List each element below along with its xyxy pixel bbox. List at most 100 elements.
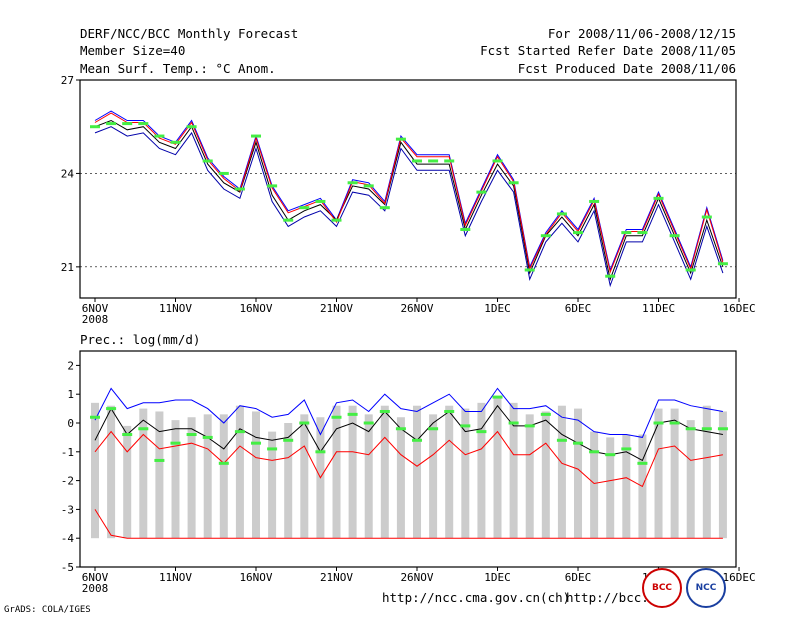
obs-marker: [412, 159, 423, 163]
obs-marker: [556, 438, 567, 442]
series-line-min: [94, 126, 724, 288]
obs-marker: [685, 427, 696, 431]
obs-marker: [90, 415, 100, 419]
series-line-ensemble-mean: [94, 404, 723, 462]
y-tick-label: 0: [67, 417, 74, 430]
obs-marker: [90, 125, 100, 129]
x-tick-label: 6DEC: [565, 571, 592, 584]
obs-marker: [669, 234, 680, 238]
spread-bar: [171, 420, 180, 539]
obs-marker: [653, 421, 664, 425]
spread-bar: [107, 405, 116, 539]
series-line-median: [94, 112, 724, 274]
obs-marker: [186, 433, 197, 437]
obs-marker: [508, 421, 519, 425]
x-tick-label: 16DEC: [722, 571, 755, 584]
obs-marker: [299, 421, 310, 425]
obs-marker: [395, 427, 406, 431]
spread-bar: [203, 414, 212, 539]
obs-marker: [460, 227, 471, 231]
spread-bar: [284, 423, 293, 539]
x-tick-label: 1DEC: [484, 571, 511, 584]
obs-marker: [315, 199, 326, 203]
obs-marker: [605, 274, 616, 278]
obs-marker: [186, 125, 197, 129]
grads-credit: GrADS: COLA/IGES: [4, 605, 91, 615]
spread-bar: [541, 411, 550, 539]
obs-marker: [379, 206, 390, 210]
obs-marker: [234, 430, 245, 434]
obs-marker: [637, 461, 648, 465]
obs-marker: [347, 181, 358, 185]
x-year-label: 2008: [82, 313, 109, 326]
obs-marker: [267, 447, 278, 451]
footer-url-ch[interactable]: http://ncc.cma.gov.cn(ch): [382, 590, 571, 605]
obs-marker: [540, 412, 551, 416]
obs-marker: [122, 122, 133, 126]
spread-bar: [91, 402, 99, 539]
y-tick-label: 24: [61, 167, 75, 180]
obs-marker: [637, 231, 648, 235]
obs-marker: [299, 206, 310, 210]
obs-marker: [106, 407, 117, 411]
footer-url-en[interactable]: http://bcc.c: [566, 590, 657, 605]
ncc-logo: NCC: [686, 568, 726, 608]
series-line-ensemble-mean: [94, 119, 724, 282]
spread-bar: [493, 397, 502, 539]
x-tick-label: 11NOV: [159, 571, 192, 584]
x-tick-label: 26NOV: [400, 302, 433, 315]
series-line-median: [94, 430, 723, 488]
obs-marker: [556, 212, 567, 216]
refer-date: Fcst Started Refer Date 2008/11/05: [480, 43, 736, 58]
spread-bar: [219, 414, 228, 539]
spread-bar: [622, 434, 631, 539]
spread-bar: [477, 402, 486, 539]
spread-bar: [574, 408, 583, 539]
obs-marker: [717, 427, 728, 431]
obs-marker: [669, 421, 680, 425]
obs-marker: [573, 441, 584, 445]
obs-marker: [428, 427, 439, 431]
spread-bar: [445, 405, 454, 539]
obs-marker: [138, 427, 149, 431]
spread-bar: [235, 405, 244, 539]
obs-marker: [315, 450, 326, 454]
obs-marker: [589, 450, 600, 454]
obs-marker: [363, 421, 374, 425]
obs-marker: [653, 196, 664, 200]
obs-marker: [267, 184, 278, 188]
obs-marker: [202, 435, 213, 439]
obs-marker: [251, 134, 262, 138]
obs-marker: [283, 218, 294, 222]
obs-marker: [218, 461, 229, 465]
obs-marker: [492, 395, 503, 399]
obs-marker: [492, 159, 503, 163]
obs-marker: [170, 140, 181, 144]
y-tick-label: 1: [67, 388, 74, 401]
x-year-label: 2008: [82, 582, 109, 595]
obs-marker: [685, 268, 696, 272]
spread-bar: [123, 425, 132, 539]
x-tick-label: 11DEC: [642, 302, 675, 315]
obs-marker: [395, 137, 406, 141]
obs-marker: [701, 215, 712, 219]
spread-bar: [654, 408, 663, 539]
obs-marker: [234, 187, 245, 191]
y-tick-label: -5: [61, 561, 74, 574]
obs-marker: [331, 415, 342, 419]
obs-marker: [540, 234, 551, 238]
x-tick-label: 21NOV: [320, 571, 353, 584]
y-tick-label: -1: [61, 446, 74, 459]
spread-bar: [606, 437, 615, 539]
spread-bar: [590, 431, 599, 539]
spread-bar: [348, 405, 357, 539]
obs-marker: [605, 453, 616, 457]
x-tick-label: 6DEC: [565, 302, 592, 315]
member-size-label: Member Size=40: [80, 43, 186, 58]
x-tick-label: 11NOV: [159, 302, 192, 315]
obs-marker: [621, 447, 632, 451]
obs-marker: [428, 159, 439, 163]
obs-marker: [170, 441, 181, 445]
obs-marker: [363, 184, 374, 188]
